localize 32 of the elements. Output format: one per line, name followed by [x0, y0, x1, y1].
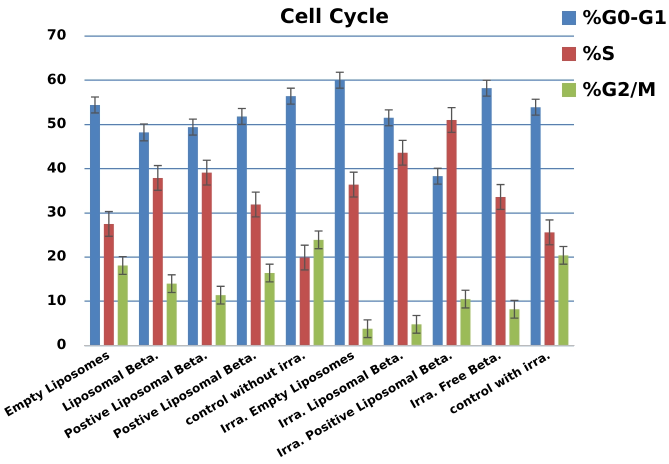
bar — [412, 324, 422, 345]
y-tick-label: 40 — [46, 160, 67, 176]
bar — [446, 120, 457, 345]
chart-title: Cell Cycle — [280, 4, 389, 28]
bar — [460, 299, 470, 345]
bar — [250, 204, 261, 345]
y-tick-label: 60 — [46, 72, 67, 88]
bar — [544, 232, 555, 345]
legend-label: %G0-G1 — [582, 7, 667, 29]
bar — [118, 266, 128, 345]
bar — [314, 240, 324, 345]
bar — [496, 196, 506, 345]
bar — [509, 309, 520, 345]
bar — [216, 295, 226, 345]
legend-label: %G2/M — [582, 79, 656, 101]
bar — [362, 328, 373, 345]
legend-label: %S — [582, 43, 616, 65]
y-tick-label: 50 — [46, 116, 67, 132]
y-tick-label: 70 — [46, 28, 67, 44]
bar — [300, 258, 310, 345]
bar — [166, 284, 177, 345]
bar — [348, 184, 359, 345]
y-tick-label: 0 — [56, 337, 67, 354]
bar — [558, 255, 568, 345]
y-tick-label: 30 — [46, 204, 67, 221]
bar — [152, 178, 163, 345]
bar — [398, 152, 408, 345]
y-tick-label: 20 — [46, 248, 67, 265]
y-tick-label: 10 — [46, 292, 67, 309]
bar — [104, 224, 114, 345]
bar — [202, 172, 212, 345]
bar — [264, 273, 275, 345]
